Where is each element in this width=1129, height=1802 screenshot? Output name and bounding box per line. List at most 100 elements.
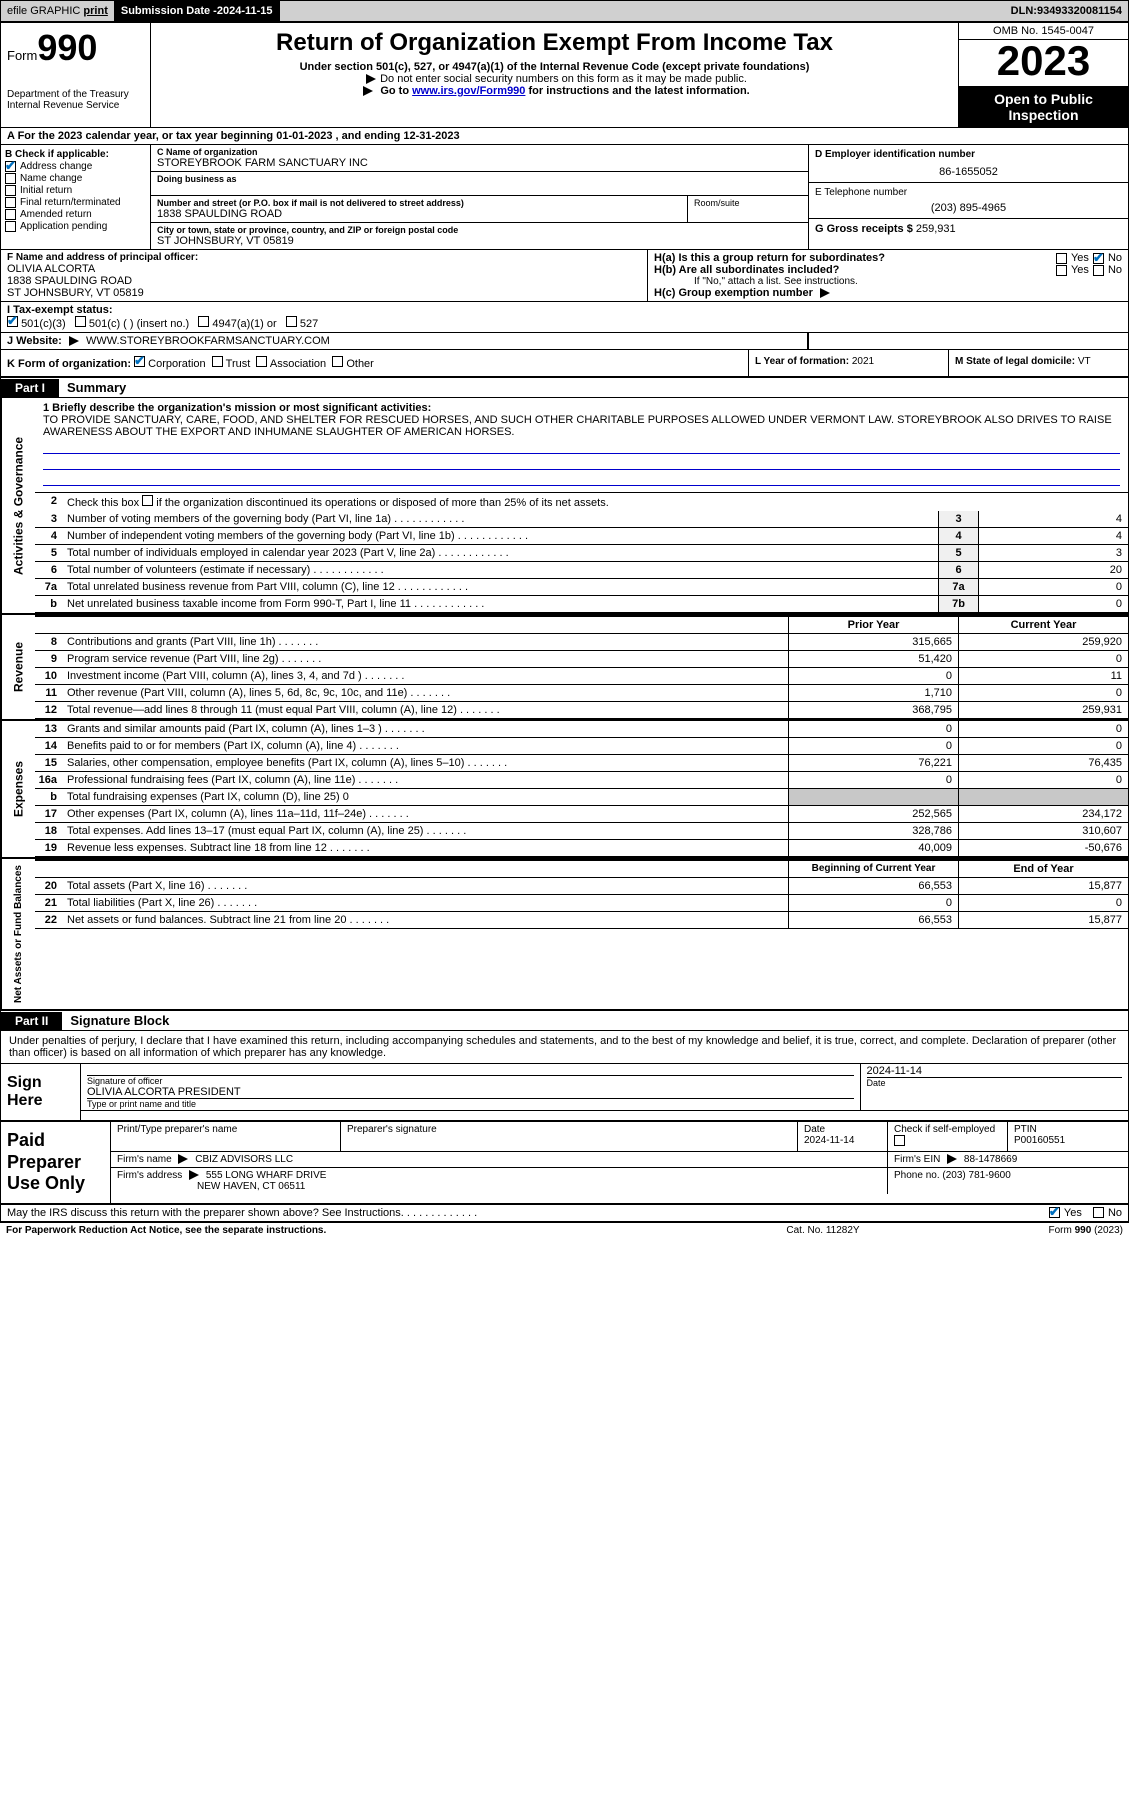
checkbox-discuss-no[interactable] bbox=[1093, 1207, 1104, 1218]
sig-officer-label: Signature of officer bbox=[87, 1076, 162, 1086]
checkbox-ha-no[interactable] bbox=[1093, 253, 1104, 264]
prep-date-label: Date bbox=[804, 1124, 881, 1135]
officer-signature-name: OLIVIA ALCORTA PRESIDENT bbox=[87, 1086, 854, 1098]
checkbox-other[interactable] bbox=[332, 356, 343, 367]
summary-line: 6Total number of volunteers (estimate if… bbox=[35, 562, 1128, 579]
arrow-icon bbox=[178, 1154, 188, 1164]
summary-line: bNet unrelated business taxable income f… bbox=[35, 596, 1128, 613]
checkbox-amended[interactable] bbox=[5, 209, 16, 220]
firm-phone: (203) 781-9600 bbox=[942, 1170, 1010, 1181]
firm-addr2: NEW HAVEN, CT 06511 bbox=[197, 1181, 305, 1192]
arrow-icon bbox=[363, 86, 373, 96]
checkbox-501c[interactable] bbox=[75, 316, 86, 327]
expense-line: 13Grants and similar amounts paid (Part … bbox=[35, 721, 1128, 738]
checkbox-hb-no[interactable] bbox=[1093, 265, 1104, 276]
form-number: Form990 bbox=[7, 27, 144, 69]
open-public-badge: Open to Public Inspection bbox=[959, 87, 1128, 127]
checkbox-501c3[interactable] bbox=[7, 316, 18, 327]
street-address: 1838 SPAULDING ROAD bbox=[157, 208, 681, 220]
checkbox-line2[interactable] bbox=[142, 495, 153, 506]
net-assets-line: 22Net assets or fund balances. Subtract … bbox=[35, 912, 1128, 929]
form-of-org: K Form of organization: Corporation Trus… bbox=[1, 350, 748, 376]
self-employed-label: Check if self-employed bbox=[894, 1124, 995, 1135]
firm-addr1: 555 LONG WHARF DRIVE bbox=[206, 1170, 327, 1181]
checkbox-address-change[interactable] bbox=[5, 161, 16, 172]
checkbox-name-change[interactable] bbox=[5, 173, 16, 184]
arrow-icon bbox=[366, 74, 376, 84]
checkbox-4947[interactable] bbox=[198, 316, 209, 327]
summary-line: 3Number of voting members of the governi… bbox=[35, 511, 1128, 528]
mission-label: 1 Briefly describe the organization's mi… bbox=[43, 402, 1120, 414]
revenue-line: 10Investment income (Part VIII, column (… bbox=[35, 668, 1128, 685]
irs-link[interactable]: www.irs.gov/Form990 bbox=[412, 85, 525, 97]
footer-cat-no: Cat. No. 11282Y bbox=[723, 1225, 923, 1236]
mission-text: TO PROVIDE SANCTUARY, CARE, FOOD, AND SH… bbox=[43, 414, 1120, 438]
footer-form-ref: Form 990 (2023) bbox=[923, 1225, 1123, 1236]
summary-line: 7aTotal unrelated business revenue from … bbox=[35, 579, 1128, 596]
summary-line: 4Number of independent voting members of… bbox=[35, 528, 1128, 545]
ptin-label: PTIN bbox=[1014, 1124, 1122, 1135]
org-name: STOREYBROOK FARM SANCTUARY INC bbox=[157, 157, 802, 169]
website-value: WWW.STOREYBROOKFARMSANCTUARY.COM bbox=[86, 335, 330, 347]
checkbox-self-employed[interactable] bbox=[894, 1135, 905, 1146]
checkbox-trust[interactable] bbox=[212, 356, 223, 367]
ptin-value: P00160551 bbox=[1014, 1135, 1122, 1146]
officer-name: OLIVIA ALCORTA bbox=[7, 263, 641, 275]
tax-exempt-label: I Tax-exempt status: bbox=[7, 304, 113, 316]
dln: DLN: 93493320081154 bbox=[1005, 1, 1128, 21]
checkbox-discuss-yes[interactable] bbox=[1049, 1207, 1060, 1218]
col-b-checkboxes: B Check if applicable: Address change Na… bbox=[1, 145, 151, 249]
summary-line: 2Check this box if the organization disc… bbox=[35, 493, 1128, 511]
prep-date-value: 2024-11-14 bbox=[804, 1135, 881, 1146]
checkbox-hb-yes[interactable] bbox=[1056, 265, 1067, 276]
checkbox-final-return[interactable] bbox=[5, 197, 16, 208]
perjury-statement: Under penalties of perjury, I declare th… bbox=[1, 1031, 1128, 1064]
irs-discuss-question: May the IRS discuss this return with the… bbox=[7, 1207, 1049, 1219]
checkbox-initial-return[interactable] bbox=[5, 185, 16, 196]
top-bar: efile GRAPHIC print Submission Date - 20… bbox=[0, 0, 1129, 22]
hdr-prior-year: Prior Year bbox=[788, 617, 958, 633]
checkbox-app-pending[interactable] bbox=[5, 221, 16, 232]
checkbox-association[interactable] bbox=[256, 356, 267, 367]
form-subtitle-1: Under section 501(c), 527, or 4947(a)(1)… bbox=[157, 61, 952, 73]
city-label: City or town, state or province, country… bbox=[157, 225, 802, 235]
paid-preparer-label: Paid Preparer Use Only bbox=[1, 1122, 111, 1203]
checkbox-ha-yes[interactable] bbox=[1056, 253, 1067, 264]
expense-line: 17Other expenses (Part IX, column (A), l… bbox=[35, 806, 1128, 823]
checkbox-527[interactable] bbox=[286, 316, 297, 327]
part-ii-label: Part II bbox=[1, 1012, 62, 1030]
part-i-label: Part I bbox=[1, 379, 59, 397]
net-assets-line: 20Total assets (Part X, line 16)66,55315… bbox=[35, 878, 1128, 895]
ha-group-return: H(a) Is this a group return for subordin… bbox=[654, 252, 1122, 264]
gross-receipts-value: 259,931 bbox=[916, 223, 956, 235]
dept-treasury: Department of the Treasury Internal Reve… bbox=[7, 89, 144, 111]
checkbox-corporation[interactable] bbox=[134, 356, 145, 367]
firm-addr-label: Firm's address bbox=[117, 1170, 182, 1181]
ein-value: 86-1655052 bbox=[815, 166, 1122, 178]
revenue-line: 12Total revenue—add lines 8 through 11 (… bbox=[35, 702, 1128, 719]
officer-addr2: ST JOHNSBURY, VT 05819 bbox=[7, 287, 641, 299]
expense-line: bTotal fundraising expenses (Part IX, co… bbox=[35, 789, 1128, 806]
officer-label: F Name and address of principal officer: bbox=[7, 252, 641, 263]
hc-exemption: H(c) Group exemption number bbox=[654, 287, 1122, 299]
efile-label: efile GRAPHIC print bbox=[1, 1, 115, 21]
firm-ein-label: Firm's EIN bbox=[894, 1154, 940, 1165]
gross-receipts-label: G Gross receipts $ bbox=[815, 223, 916, 235]
submission-date: Submission Date - 2024-11-15 bbox=[115, 1, 280, 21]
firm-name-label: Firm's name bbox=[117, 1154, 172, 1165]
expense-line: 15Salaries, other compensation, employee… bbox=[35, 755, 1128, 772]
part-i-title: Summary bbox=[59, 378, 134, 397]
room-suite-label: Room/suite bbox=[688, 196, 808, 222]
revenue-line: 9Program service revenue (Part VIII, lin… bbox=[35, 651, 1128, 668]
firm-name: CBIZ ADVISORS LLC bbox=[195, 1154, 293, 1165]
print-link[interactable]: print bbox=[83, 5, 107, 17]
firm-ein: 88-1478669 bbox=[964, 1154, 1017, 1165]
expense-line: 19Revenue less expenses. Subtract line 1… bbox=[35, 840, 1128, 857]
arrow-icon bbox=[947, 1154, 957, 1164]
type-print-label: Type or print name and title bbox=[87, 1099, 196, 1109]
vtab-governance: Activities & Governance bbox=[1, 398, 35, 613]
hdr-current-year: Current Year bbox=[958, 617, 1128, 633]
hdr-end-year: End of Year bbox=[958, 861, 1128, 877]
form-subtitle-3: Go to www.irs.gov/Form990 for instructio… bbox=[157, 85, 952, 97]
preparer-name-label: Print/Type preparer's name bbox=[111, 1122, 341, 1151]
